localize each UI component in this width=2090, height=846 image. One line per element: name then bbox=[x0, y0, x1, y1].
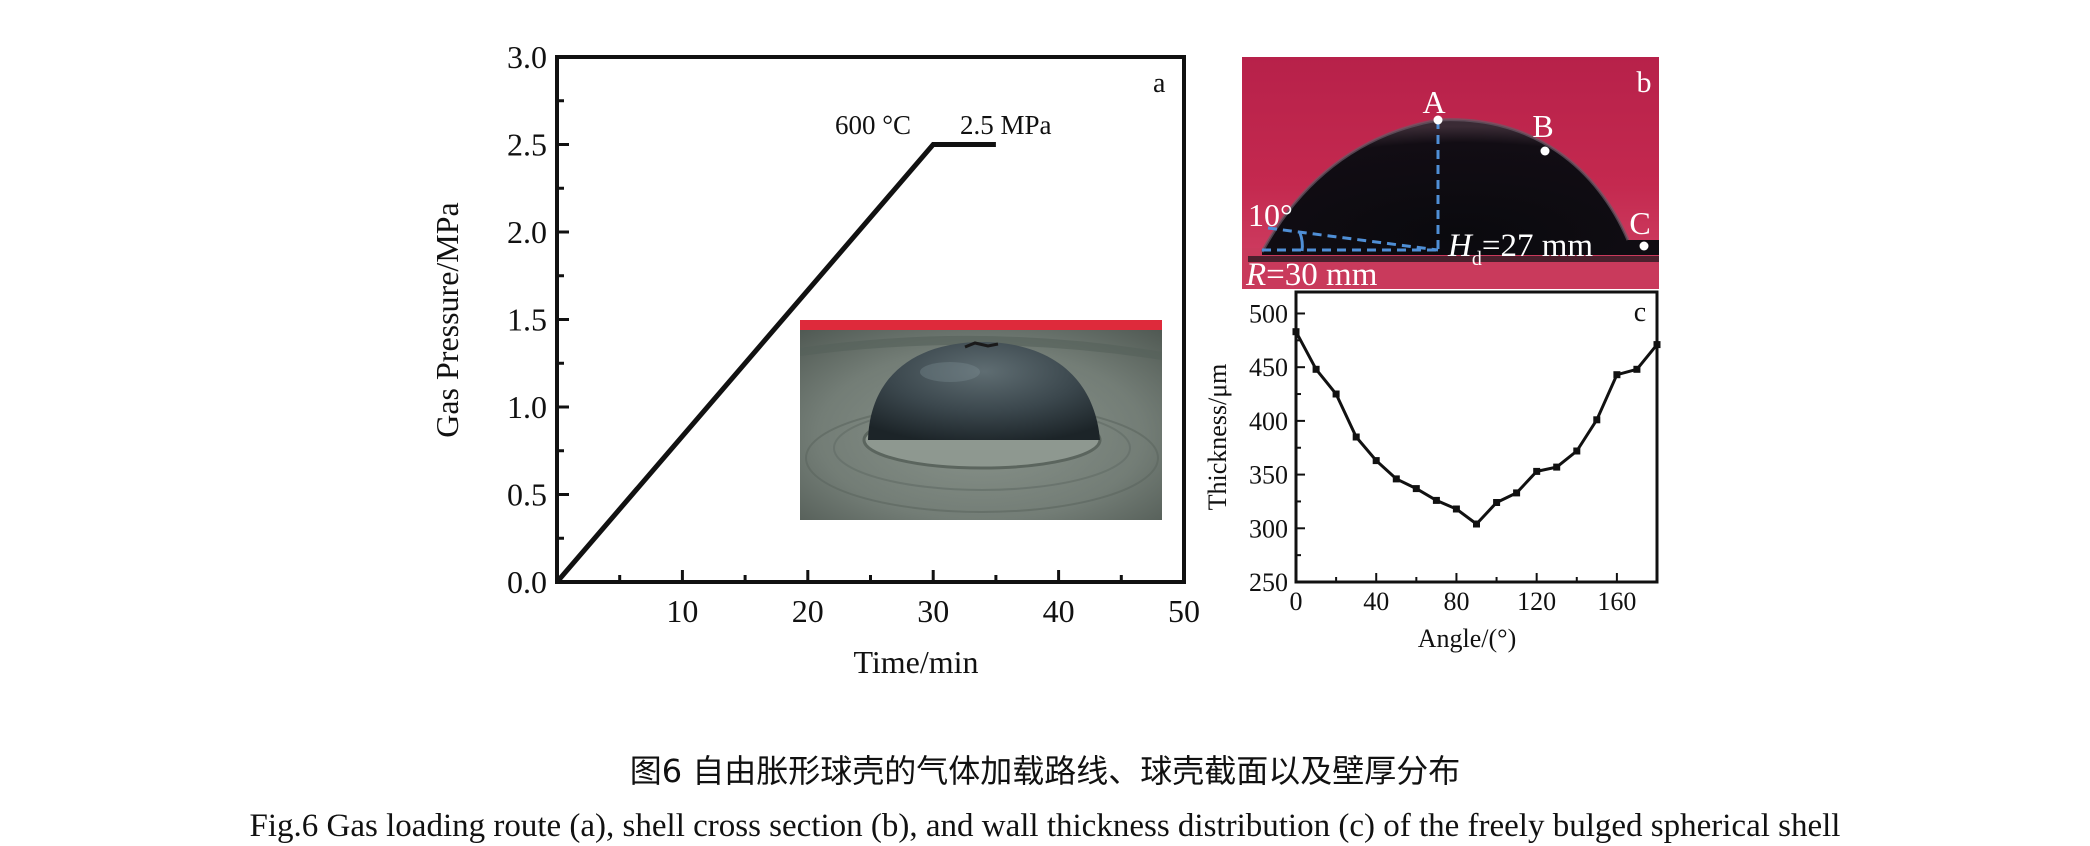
radius-label: R=30 mm bbox=[1245, 257, 1378, 293]
point-c-label: C bbox=[1629, 205, 1650, 241]
c-y-tick-label: 450 bbox=[1249, 353, 1288, 382]
c-y-tick-label: 500 bbox=[1249, 299, 1288, 328]
a-y-tick-label: 0.0 bbox=[507, 564, 547, 600]
angle-dashed-line bbox=[1267, 226, 1439, 252]
panel-c-thickness-chart: 0 40 80 120 160 250 300 350 400 450 500 c Thickne… bbox=[1203, 290, 1661, 653]
y-axis-label: Gas Pressure/MPa bbox=[429, 202, 465, 438]
thickness-data-point bbox=[1352, 433, 1360, 441]
caption-chinese: 图6 自由胀形球壳的气体加载路线、球壳截面以及壁厚分布 bbox=[629, 752, 1461, 790]
thickness-data-point bbox=[1473, 520, 1480, 528]
radius-value: =30 mm bbox=[1266, 257, 1378, 293]
thickness-data-point bbox=[1312, 365, 1320, 373]
pressure-annotation: 2.5 MPa bbox=[960, 110, 1052, 140]
a-x-tick-label: 20 bbox=[792, 593, 824, 629]
thickness-data-point bbox=[1432, 496, 1440, 504]
panel-b-label: b bbox=[1637, 66, 1652, 99]
thickness-data-point bbox=[1372, 457, 1380, 465]
c-y-tick-label: 300 bbox=[1249, 514, 1288, 543]
c-x-tick-label: 0 bbox=[1290, 587, 1303, 616]
thickness-data-point bbox=[1412, 485, 1420, 493]
point-b-marker bbox=[1540, 146, 1550, 156]
c-y-tick-label: 400 bbox=[1249, 407, 1288, 436]
a-y-tick-label: 0.5 bbox=[507, 477, 547, 513]
thickness-data-point bbox=[1292, 328, 1300, 336]
thickness-data-point bbox=[1593, 416, 1601, 424]
a-y-tick-label: 2.0 bbox=[507, 214, 547, 250]
shell-inset-photo bbox=[800, 320, 1162, 520]
c-x-axis-label: Angle/(°) bbox=[1418, 624, 1516, 653]
a-y-tick-label: 2.5 bbox=[507, 127, 547, 163]
thickness-data-point bbox=[1553, 463, 1561, 471]
c-x-tick-label: 40 bbox=[1363, 587, 1389, 616]
panel-c-plot-frame bbox=[1294, 290, 1659, 584]
thickness-data-point bbox=[1573, 447, 1581, 455]
height-symbol: H bbox=[1447, 228, 1474, 264]
point-b-label: B bbox=[1532, 108, 1553, 144]
height-label: Hd=27 mm bbox=[1447, 228, 1593, 270]
thickness-data-point bbox=[1653, 341, 1661, 349]
c-y-tick-label: 350 bbox=[1249, 461, 1288, 490]
panel-c-label: c bbox=[1634, 297, 1646, 328]
thickness-data-point bbox=[1613, 371, 1621, 379]
thickness-data-point bbox=[1533, 467, 1541, 475]
thickness-data-point bbox=[1633, 365, 1641, 373]
temperature-annotation: 600 °C bbox=[835, 110, 911, 140]
caption-english: Fig.6 Gas loading route (a), shell cross… bbox=[249, 808, 1841, 844]
x-axis-label: Time/min bbox=[853, 644, 978, 680]
point-a-label: A bbox=[1422, 84, 1445, 120]
panel-a-gas-pressure-chart: 10 20 30 40 50 0.0 0.5 1.0 1.5 2.0 2.5 3.0 a 600 °… bbox=[429, 39, 1200, 680]
a-x-tick-label: 50 bbox=[1168, 593, 1200, 629]
angle-label: 10° bbox=[1248, 197, 1293, 233]
a-y-tick-label: 1.0 bbox=[507, 389, 547, 425]
panel-b-cross-section-photo: A B C b 10° Hd=27 mm R=30 mm bbox=[1242, 57, 1659, 293]
height-subscript: d bbox=[1472, 248, 1482, 270]
point-a-marker bbox=[1433, 115, 1443, 125]
thickness-data-point bbox=[1332, 390, 1340, 398]
thickness-data-point bbox=[1452, 505, 1460, 513]
thickness-data-point bbox=[1493, 499, 1501, 506]
panel-a-label: a bbox=[1153, 68, 1166, 99]
a-x-tick-label: 40 bbox=[1043, 593, 1075, 629]
c-y-axis-label: Thickness/μm bbox=[1203, 364, 1232, 511]
thickness-data-point bbox=[1392, 475, 1400, 483]
c-x-tick-label: 120 bbox=[1517, 587, 1556, 616]
c-x-tick-label: 80 bbox=[1443, 587, 1469, 616]
a-x-tick-label: 30 bbox=[917, 593, 949, 629]
a-x-tick-label: 10 bbox=[666, 593, 698, 629]
point-c-marker bbox=[1639, 241, 1649, 251]
thickness-data-point bbox=[1513, 489, 1521, 497]
c-y-tick-label: 250 bbox=[1249, 568, 1288, 597]
c-x-tick-label: 160 bbox=[1597, 587, 1636, 616]
inset-dome bbox=[868, 342, 1100, 440]
angle-arc bbox=[1298, 232, 1304, 252]
pressure-series-line bbox=[555, 142, 996, 584]
a-y-tick-label: 3.0 bbox=[507, 39, 547, 75]
a-y-tick-label: 1.5 bbox=[507, 302, 547, 338]
radius-symbol: R bbox=[1245, 257, 1266, 293]
height-value: =27 mm bbox=[1482, 228, 1594, 264]
thickness-series-line bbox=[1294, 330, 1659, 527]
